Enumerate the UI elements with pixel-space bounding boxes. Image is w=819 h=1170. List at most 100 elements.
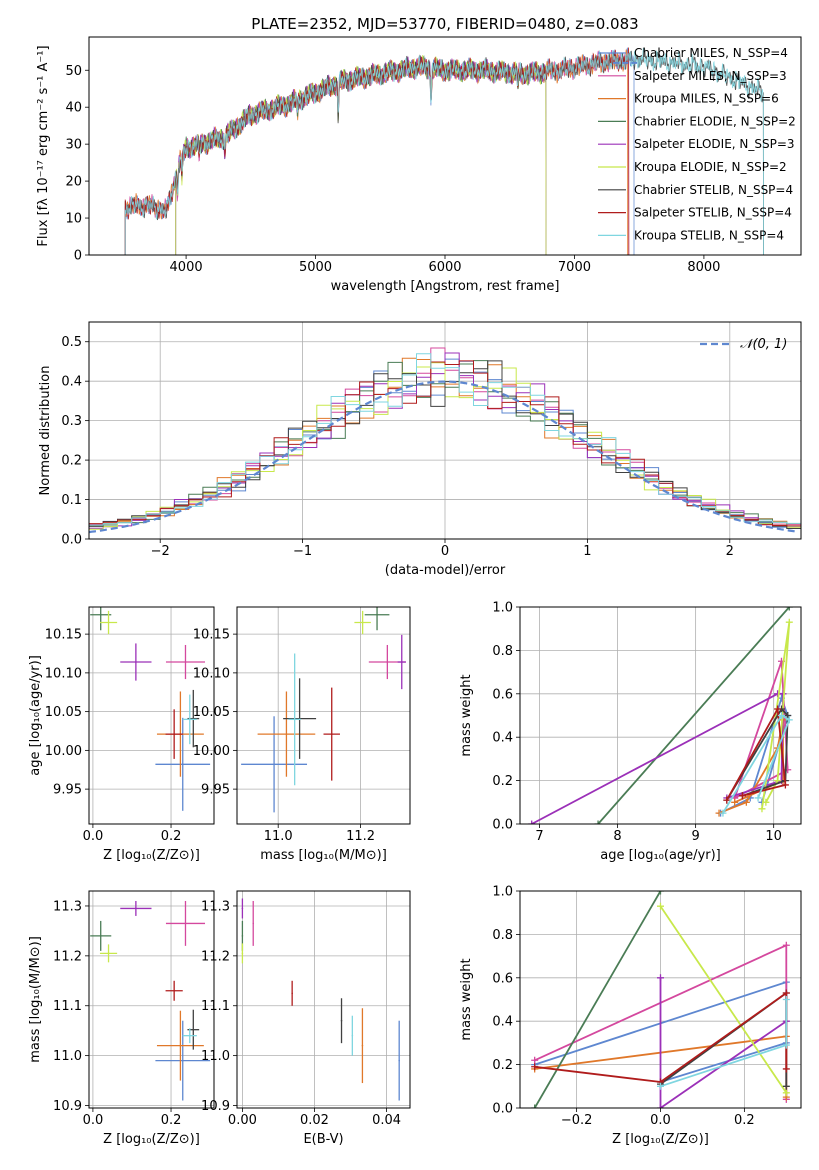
- legend-entry: Kroupa STELIB, N_SSP=4: [634, 228, 784, 242]
- y-tick-label: 0.2: [61, 454, 82, 469]
- plus-marker: [657, 1082, 664, 1090]
- plus-marker: [754, 794, 762, 802]
- data-point: [179, 1044, 182, 1047]
- spectrum-line: [124, 47, 764, 255]
- plus-marker: [594, 820, 602, 824]
- x-axis-label: Z [log₁₀(Z/Z⊙)]: [612, 1132, 709, 1147]
- x-tick-label: 6000: [428, 260, 461, 275]
- plus-marker: [723, 796, 731, 804]
- x-tick-label: 1: [583, 544, 591, 559]
- x-tick-label: 0: [441, 544, 449, 559]
- y-tick-label: 20: [65, 175, 82, 190]
- plot-area: [531, 891, 790, 1108]
- plus-marker: [781, 781, 789, 789]
- data-point: [241, 907, 244, 910]
- panel-mass-weight-vs-Z: −0.2 0.0 0.2 0.0 0.2 0.4 0.6 0.8 1.0 Z [log₁₀(Z/Z…: [459, 885, 802, 1147]
- axes-frame: [88, 890, 215, 1109]
- data-point: [184, 661, 187, 663]
- legend-entry: Chabrier ELODIE, N_SSP=2: [634, 114, 796, 128]
- panel-mass-weight-vs-age: 7 8 9 10 0.0 0.2 0.4 0.6 0.8 1.0 age [log₁₀(age/yr…: [459, 601, 802, 863]
- mass-weight-line: [597, 607, 790, 824]
- data-point: [386, 661, 389, 663]
- plot-area: [528, 607, 793, 824]
- data-point: [184, 922, 187, 925]
- y-axis-label: mass [log₁₀(M/M⊙)]: [28, 936, 43, 1063]
- y-tick-label: 11.2: [201, 949, 230, 964]
- data-point: [400, 661, 403, 663]
- mass-weight-line: [659, 977, 787, 1108]
- x-tick-label: 0.2: [161, 829, 182, 844]
- axes-frame: [88, 321, 802, 540]
- y-tick-label: 11.0: [53, 1049, 82, 1064]
- x-tick-label: 0.0: [83, 1113, 104, 1128]
- x-tick-label: 2: [726, 544, 734, 559]
- data-point: [376, 613, 378, 616]
- data-point: [107, 621, 110, 624]
- plus-marker: [784, 712, 792, 719]
- y-tick-label: 10: [65, 212, 82, 227]
- y-tick-label: 1.0: [492, 601, 513, 616]
- data-point: [181, 1059, 184, 1062]
- normal-reference-curve: [89, 380, 799, 534]
- legend-entry: Chabrier STELIB, N_SSP=4: [634, 183, 793, 197]
- plus-marker: [531, 1063, 539, 1071]
- data-point: [330, 733, 333, 735]
- y-tick-label: 9.95: [53, 783, 82, 798]
- data-point: [181, 763, 184, 766]
- legend-entry: 𝒩(0, 1): [740, 337, 787, 352]
- y-tick-label: 0.8: [492, 644, 513, 659]
- data-point: [361, 621, 364, 624]
- plus-marker: [782, 1089, 790, 1097]
- y-tick-label: 0.2: [492, 1058, 513, 1073]
- x-tick-label: 9: [691, 829, 699, 844]
- x-tick-label: 0.0: [83, 829, 104, 844]
- x-tick-label: 0.04: [372, 1113, 401, 1128]
- x-axis-label: age [log₁₀(age/yr)]: [600, 848, 721, 863]
- plus-marker: [782, 1082, 790, 1090]
- legend-entry: Chabrier MILES, N_SSP=4: [634, 46, 788, 60]
- y-tick-label: 0.0: [492, 1102, 513, 1117]
- y-tick-label: 0.6: [492, 687, 513, 702]
- plus-marker: [657, 1104, 664, 1108]
- data-point: [241, 952, 244, 955]
- x-axis-label: Z [log₁₀(Z/Z⊙)]: [103, 848, 200, 863]
- plus-marker: [782, 996, 790, 1003]
- y-tick-label: 10.9: [53, 1099, 82, 1114]
- y-tick-label: 0.4: [492, 731, 513, 746]
- x-tick-label: −0.2: [561, 1113, 593, 1128]
- y-axis-label: mass weight: [459, 958, 474, 1040]
- y-tick-label: 10.00: [45, 744, 82, 759]
- x-axis-label: wavelength [Angstrom, rest frame]: [331, 279, 560, 294]
- plus-marker: [657, 974, 664, 982]
- x-tick-label: 11.2: [346, 829, 375, 844]
- data-point: [351, 1034, 354, 1037]
- x-tick-label: 4000: [170, 260, 203, 275]
- y-tick-label: 11.0: [201, 1049, 230, 1064]
- mass-weight-line: [659, 905, 788, 1094]
- x-tick-label: 8000: [687, 260, 720, 275]
- plot-area: [90, 900, 211, 1101]
- plus-marker: [719, 809, 727, 817]
- y-axis-label: mass weight: [459, 674, 474, 756]
- y-tick-label: 10.05: [45, 705, 82, 720]
- data-point: [188, 718, 191, 721]
- data-point: [285, 733, 288, 735]
- plus-marker: [777, 712, 785, 719]
- mass-weight-line: [761, 622, 791, 809]
- axes-frame: [236, 606, 411, 825]
- figure-title: PLATE=2352, MJD=53770, FIBERID=0480, z=0…: [251, 15, 638, 33]
- y-tick-label: 0.0: [61, 533, 82, 548]
- y-tick-label: 0: [74, 249, 82, 264]
- x-axis-label: E(B-V): [303, 1132, 343, 1147]
- panels: 4000 5000 6000 7000 800001020304050wavelengt…: [28, 36, 802, 1147]
- data-point: [293, 718, 296, 721]
- plus-marker: [657, 902, 664, 910]
- y-tick-label: 10.10: [193, 666, 230, 681]
- x-tick-label: 7000: [558, 260, 591, 275]
- histogram-step: [89, 360, 801, 529]
- y-tick-label: 0.6: [492, 971, 513, 986]
- plus-marker: [782, 989, 790, 997]
- x-tick-label: 0.00: [228, 1113, 257, 1128]
- y-tick-label: 10.9: [201, 1099, 230, 1114]
